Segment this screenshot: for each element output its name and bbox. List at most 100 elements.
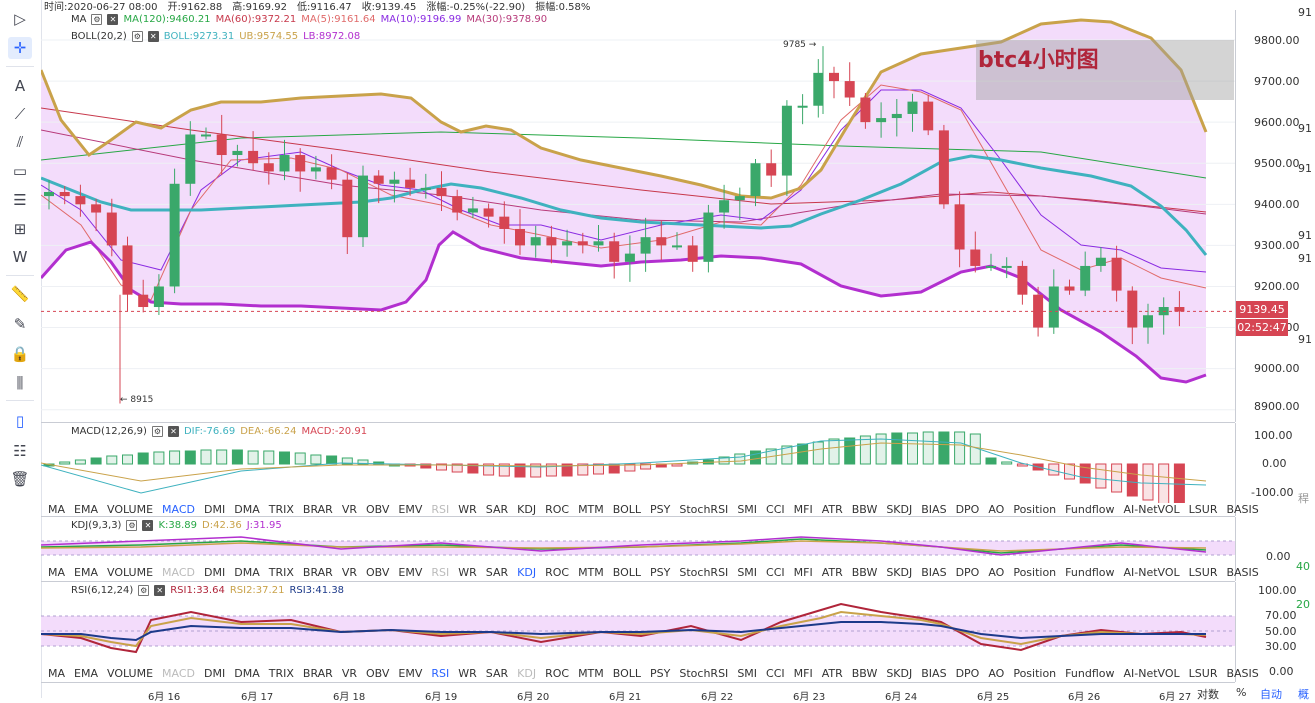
indicator-tab-ema[interactable]: EMA [74, 667, 98, 680]
indicator-tab-dma[interactable]: DMA [234, 667, 260, 680]
close-icon[interactable]: ✕ [107, 14, 119, 25]
indicator-tab-obv[interactable]: OBV [366, 503, 390, 516]
kdj-panel[interactable]: KDJ(9,3,3) ⚙ ✕ K:38.89 D:42.36 J:31.95 [41, 517, 1235, 582]
indicator-tab-dpo[interactable]: DPO [955, 667, 980, 680]
cursor-arrow-icon[interactable]: ▷ [14, 10, 26, 28]
indicator-tab-atr[interactable]: ATR [821, 667, 843, 680]
indicator-tab-bias[interactable]: BIAS [921, 667, 947, 680]
indicator-tab-fundflow[interactable]: Fundflow [1065, 503, 1115, 516]
settings-gear-icon[interactable]: ⚙ [91, 14, 103, 25]
settings-gear-icon[interactable]: ⚙ [126, 520, 138, 531]
macd-panel[interactable]: MACD(12,26,9) ⚙ ✕ DIF:-76.69 DEA:-66.24 … [41, 423, 1235, 517]
indicator-tab-mtm[interactable]: MTM [578, 503, 604, 516]
trend-line-icon[interactable]: ⟋ [14, 105, 26, 123]
indicator-tab-kdj[interactable]: KDJ [517, 503, 537, 516]
indicator-tab-wr[interactable]: WR [458, 667, 477, 680]
indicator-tab-dpo[interactable]: DPO [955, 566, 980, 579]
pattern-w-icon[interactable]: W [12, 248, 28, 266]
indicator-tab-cci[interactable]: CCI [766, 503, 785, 516]
indicator-tab-boll[interactable]: BOLL [612, 566, 642, 579]
indicator-tab-skdj[interactable]: SKDJ [886, 503, 913, 516]
indicator-tab-skdj[interactable]: SKDJ [886, 566, 913, 579]
indicator-tab-brar[interactable]: BRAR [302, 667, 333, 680]
log-scale-button[interactable]: 对数 [1197, 688, 1219, 701]
indicator-tab-mfi[interactable]: MFI [793, 667, 813, 680]
indicator-tab-sar[interactable]: SAR [485, 667, 509, 680]
indicator-tab-sar[interactable]: SAR [485, 503, 509, 516]
indicator-tab-skdj[interactable]: SKDJ [886, 667, 913, 680]
indicator-tab-volume[interactable]: VOLUME [106, 667, 154, 680]
indicator-tab-fundflow[interactable]: Fundflow [1065, 566, 1115, 579]
candles-icon[interactable]: ⫼ [16, 374, 24, 392]
indicator-tab-rsi[interactable]: RSI [431, 503, 450, 516]
indicator-tab-cci[interactable]: CCI [766, 667, 785, 680]
settings-gear-icon[interactable]: ⚙ [151, 426, 163, 437]
indicator-tab-dma[interactable]: DMA [234, 503, 260, 516]
indicator-tab-ai-netvol[interactable]: AI-NetVOL [1123, 566, 1180, 579]
indicator-tab-dma[interactable]: DMA [234, 566, 260, 579]
indicator-tab-trix[interactable]: TRIX [268, 566, 294, 579]
indicator-tab-atr[interactable]: ATR [821, 566, 843, 579]
macd-canvas[interactable] [41, 423, 1235, 503]
auto-scale-button[interactable]: 自动 [1260, 688, 1282, 701]
indicator-tab-boll[interactable]: BOLL [612, 503, 642, 516]
indicator-tab-ma[interactable]: MA [48, 503, 66, 516]
indicator-tab-ao[interactable]: AO [988, 503, 1005, 516]
indicator-tab-kdj[interactable]: KDJ [517, 667, 537, 680]
bookmark-icon[interactable]: ▯ [15, 412, 25, 430]
indicator-tab-position[interactable]: Position [1013, 503, 1057, 516]
indicator-tab-trix[interactable]: TRIX [268, 503, 294, 516]
settings-gear-icon[interactable]: ⚙ [131, 31, 143, 42]
indicator-tab-lsur[interactable]: LSUR [1188, 566, 1218, 579]
percent-scale-button[interactable]: % [1236, 686, 1247, 699]
indicator-tab-boll[interactable]: BOLL [612, 667, 642, 680]
brush-icon[interactable]: ✎ [13, 315, 27, 333]
indicator-tab-obv[interactable]: OBV [366, 667, 390, 680]
grid-tool-icon[interactable]: ⊞ [13, 220, 27, 238]
indicator-tab-position[interactable]: Position [1013, 566, 1057, 579]
indicator-tab-roc[interactable]: ROC [545, 566, 570, 579]
indicator-tab-mfi[interactable]: MFI [793, 503, 813, 516]
rectangle-icon[interactable]: ▭ [12, 162, 28, 180]
indicator-tab-ao[interactable]: AO [988, 566, 1005, 579]
edit-list-icon[interactable]: ☷ [13, 442, 27, 460]
indicator-tab-basis[interactable]: BASIS [1226, 566, 1259, 579]
indicator-tab-fundflow[interactable]: Fundflow [1065, 667, 1115, 680]
indicator-tab-emv[interactable]: EMV [398, 566, 423, 579]
rsi-canvas[interactable] [41, 582, 1235, 668]
indicator-tab-roc[interactable]: ROC [545, 503, 570, 516]
fib-tool-icon[interactable]: ⫽ [16, 133, 24, 151]
indicator-tab-ai-netvol[interactable]: AI-NetVOL [1123, 503, 1180, 516]
price-scale[interactable]: 9800.00 9700.00 9600.00 9500.00 9400.00 … [1235, 10, 1300, 422]
indicator-tab-wr[interactable]: WR [458, 566, 477, 579]
indicator-tab-bias[interactable]: BIAS [921, 566, 947, 579]
indicator-tab-bbw[interactable]: BBW [851, 566, 878, 579]
trash-icon[interactable]: 🗑 [10, 470, 30, 488]
indicator-tab-trix[interactable]: TRIX [268, 667, 294, 680]
indicator-tab-kdj[interactable]: KDJ [517, 566, 537, 579]
price-chart-canvas[interactable] [41, 10, 1235, 422]
indicator-tab-mtm[interactable]: MTM [578, 566, 604, 579]
indicator-tab-bbw[interactable]: BBW [851, 503, 878, 516]
indicator-tab-smi[interactable]: SMI [737, 503, 758, 516]
indicator-tab-volume[interactable]: VOLUME [106, 503, 154, 516]
indicator-tab-obv[interactable]: OBV [366, 566, 390, 579]
indicator-tab-cci[interactable]: CCI [766, 566, 785, 579]
indicator-tab-ma[interactable]: MA [48, 667, 66, 680]
indicator-tab-emv[interactable]: EMV [398, 667, 423, 680]
indicator-tab-brar[interactable]: BRAR [302, 503, 333, 516]
indicator-tab-vr[interactable]: VR [341, 503, 357, 516]
indicator-tab-bbw[interactable]: BBW [851, 667, 878, 680]
indicator-tab-position[interactable]: Position [1013, 667, 1057, 680]
indicator-tab-basis[interactable]: BASIS [1226, 503, 1259, 516]
indicator-tab-dmi[interactable]: DMI [204, 503, 226, 516]
indicator-tab-rsi[interactable]: RSI [431, 667, 450, 680]
text-tool-icon[interactable]: A [14, 77, 26, 95]
indicator-tab-rsi[interactable]: RSI [431, 566, 450, 579]
indicator-tab-vr[interactable]: VR [341, 566, 357, 579]
indicator-tab-stochrsi[interactable]: StochRSI [679, 503, 729, 516]
indicator-tab-roc[interactable]: ROC [545, 667, 570, 680]
indicator-tab-volume[interactable]: VOLUME [106, 566, 154, 579]
indicator-tab-ema[interactable]: EMA [74, 503, 98, 516]
indicator-tab-psy[interactable]: PSY [650, 503, 671, 516]
